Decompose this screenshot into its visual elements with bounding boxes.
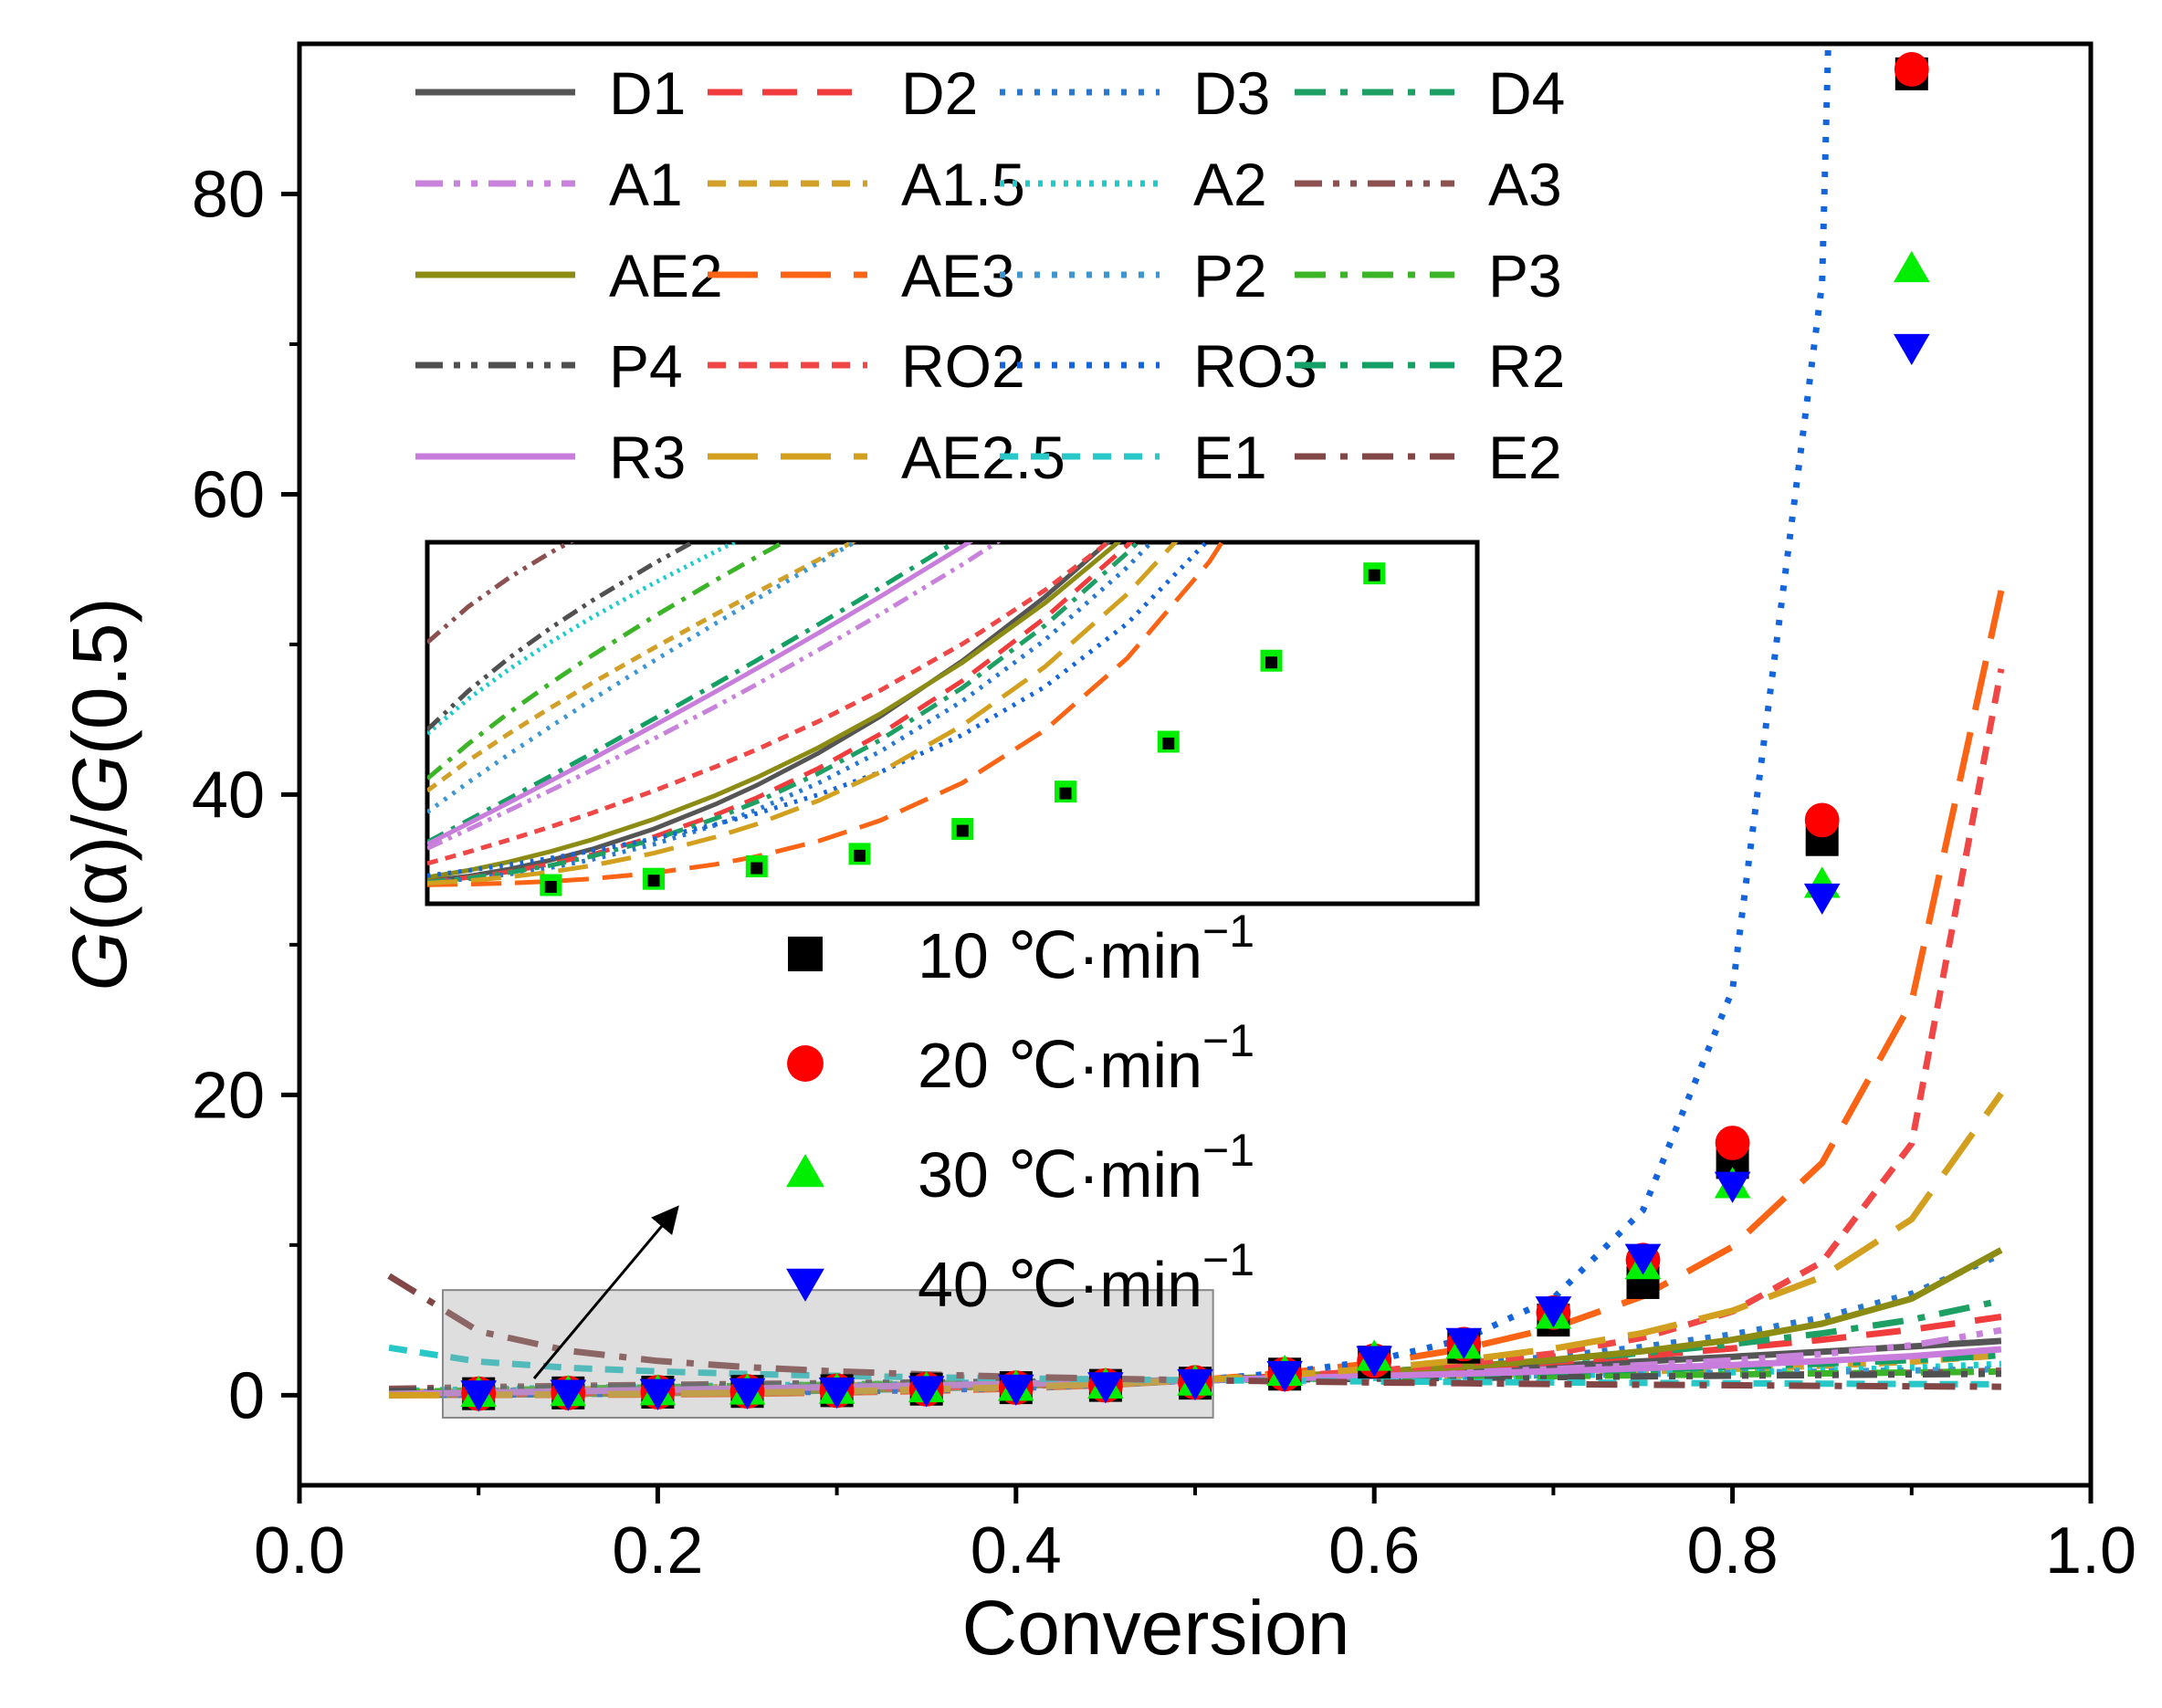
mlegend-marker-40-min	[786, 1268, 824, 1302]
mlegend-label-10-min: 10 ℃·min−1	[918, 906, 1254, 991]
inset-marker-black-1	[647, 875, 660, 887]
y-tick-label-2: 40	[192, 759, 265, 832]
y-tick-label-4: 80	[192, 158, 265, 231]
legend-label-e2: E2	[1488, 424, 1562, 491]
inset-curve-a1	[427, 542, 1002, 851]
y-tick-label-0: 0	[228, 1359, 265, 1432]
marker-30-min-16	[1894, 250, 1930, 283]
legend-label-d3: D3	[1193, 59, 1270, 127]
mlegend-marker-30-min	[786, 1154, 824, 1188]
inset-curve-d3	[427, 542, 1155, 885]
inset-marker-black-4	[956, 824, 969, 837]
y-title-g1: G	[57, 931, 142, 990]
marker-40-min-1	[550, 1379, 587, 1411]
legend-label-p2: P2	[1193, 242, 1267, 309]
marker-40-min-10	[1356, 1346, 1392, 1378]
y-axis-title: G(α)/G(0.5)	[57, 597, 142, 990]
y-tick-label-3: 60	[192, 458, 265, 531]
inset-marker-black-2	[750, 862, 763, 875]
mlegend-label-20-min: 20 ℃·min−1	[918, 1015, 1254, 1101]
inset-curve-a3	[427, 542, 575, 644]
x-tick-label-2: 0.4	[971, 1514, 1062, 1587]
marker-40-min-12	[1535, 1296, 1572, 1328]
inset-curve-ae2-5	[427, 542, 1179, 885]
y-title-g2: G	[57, 755, 142, 814]
marker-20-min-15	[1804, 802, 1840, 838]
marker-40-min-3	[729, 1378, 766, 1410]
marker-40-min-0	[460, 1380, 497, 1412]
legend-label-p4: P4	[609, 332, 683, 400]
legend-label-a2: A2	[1193, 151, 1267, 218]
x-tick-label-1: 0.2	[612, 1514, 703, 1587]
x-tick-label-4: 0.8	[1687, 1514, 1779, 1587]
marker-40-min-6	[998, 1374, 1034, 1406]
legend-label-d4: D4	[1488, 59, 1565, 127]
inset-marker-black-7	[1265, 656, 1278, 669]
marker-40-min-4	[818, 1377, 855, 1409]
y-tick-label-1: 20	[192, 1059, 265, 1132]
marker-40-min-16	[1894, 333, 1930, 366]
marker-40-min-7	[1087, 1372, 1124, 1404]
inset-marker-black-5	[1059, 787, 1072, 800]
curve-a1-5	[389, 1352, 2002, 1396]
inset-marker-black-3	[854, 849, 866, 862]
legend-label-r2: R2	[1488, 332, 1565, 400]
x-tick-label-0: 0.0	[254, 1514, 345, 1587]
marker-40-min-11	[1445, 1327, 1483, 1359]
inset-marker-black-0	[544, 881, 557, 894]
marker-40-min-15	[1803, 883, 1841, 916]
marker-40-min-14	[1714, 1171, 1751, 1203]
experimental-markers	[460, 52, 1930, 1412]
curve-d2	[389, 1314, 2002, 1399]
inset-curve-d2	[427, 542, 1134, 885]
legend-label-d2: D2	[901, 59, 978, 127]
inset-curve-r3	[427, 542, 974, 847]
axes: 0.0 0.2 0.4 0.6 0.8 1.0 0 20 40 60 80	[192, 41, 2136, 1587]
inset-curve-ro2	[427, 542, 1112, 866]
legend-label-a1-5: A1.5	[901, 151, 1025, 218]
marker-20-min-14	[1715, 1126, 1750, 1160]
legend-label-d1: D1	[609, 59, 686, 127]
inset-curve-ae2	[427, 542, 1122, 880]
marker-40-min-8	[1177, 1368, 1213, 1401]
legend-label-e1: E1	[1193, 424, 1267, 491]
legend-label-p3: P3	[1488, 242, 1562, 309]
inset-marker-black-6	[1162, 737, 1175, 749]
inset-curve-d1	[427, 542, 1111, 884]
marker-20-min-16	[1894, 52, 1929, 87]
legend-label-r3: R3	[609, 424, 686, 491]
inset-curve-a2	[427, 542, 740, 736]
marker-40-min-13	[1624, 1243, 1662, 1275]
legend-label-a3: A3	[1488, 151, 1562, 218]
x-axis-title: Conversion	[962, 1585, 1350, 1671]
marker-40-min-5	[908, 1376, 945, 1408]
inset-marker-black-8	[1368, 569, 1380, 582]
inset-plot	[425, 540, 1480, 906]
y-title-mid1: (α)/	[57, 814, 142, 932]
mlegend-label-40-min: 40 ℃·min−1	[918, 1234, 1254, 1320]
marker-40-min-2	[639, 1378, 677, 1410]
legend-label-ae3: AE3	[901, 242, 1015, 309]
inset-frame	[425, 540, 1480, 906]
legend-label-ro2: RO2	[901, 332, 1025, 400]
x-tick-label-3: 0.6	[1328, 1514, 1420, 1587]
legend-label-ae2: AE2	[609, 242, 723, 309]
zoom-arrow	[532, 1205, 679, 1379]
legend-label-a1: A1	[609, 151, 683, 218]
marker-legend: 10 ℃·min−1 20 ℃·min−1 30 ℃·min−1 40 ℃·min−1	[786, 906, 1254, 1320]
mlegend-marker-10-min	[788, 937, 823, 971]
mlegend-marker-20-min	[787, 1045, 824, 1082]
inset-curve-p2	[427, 542, 859, 814]
y-title-mid2: (0.5)	[57, 597, 142, 755]
marker-40-min-9	[1266, 1360, 1303, 1393]
x-tick-label-5: 1.0	[2045, 1514, 2136, 1587]
inset-markers	[540, 562, 1386, 896]
inset-curve-r2	[427, 542, 960, 844]
mlegend-label-30-min: 30 ℃·min−1	[918, 1125, 1254, 1210]
